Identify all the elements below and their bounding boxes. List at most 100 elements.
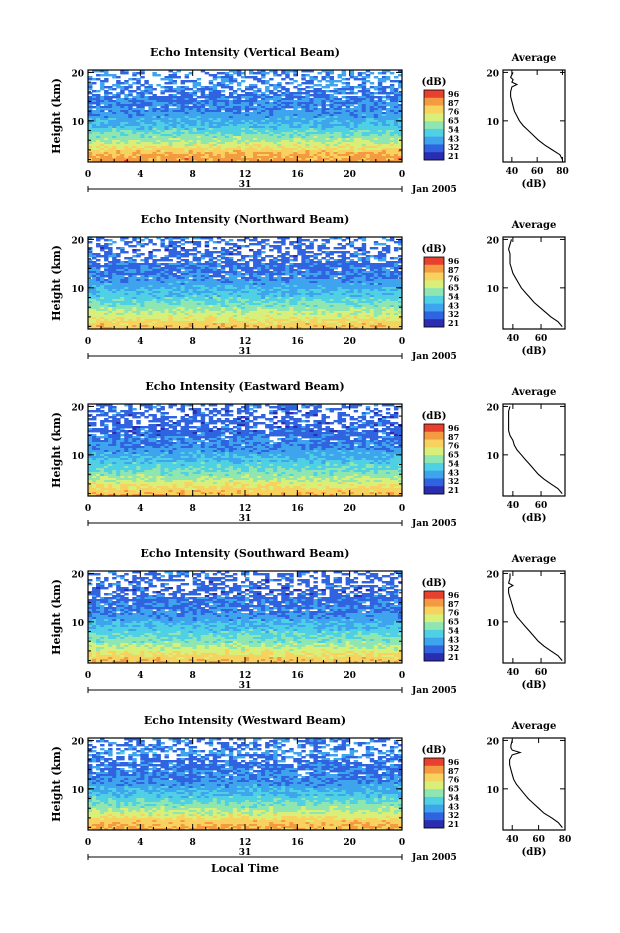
- heatmap-cell: [358, 78, 362, 80]
- heatmap-cell: [124, 88, 128, 90]
- heatmap-cell: [382, 243, 386, 245]
- heatmap-cell: [265, 243, 269, 245]
- heatmap-cell: [185, 241, 189, 243]
- heatmap-cell: [273, 88, 277, 90]
- heatmap-cell: [128, 241, 132, 243]
- heatmap-cell: [261, 259, 265, 261]
- heatmap-cell: [277, 241, 281, 243]
- heatmap-cell: [177, 245, 181, 247]
- heatmap-cell: [160, 92, 164, 94]
- heatmap-cell: [257, 243, 261, 245]
- heatmap-cell: [370, 82, 374, 84]
- y-tick-label: 10: [71, 118, 84, 128]
- heatmap-cell: [277, 251, 281, 253]
- heatmap-cell: [132, 74, 136, 76]
- heatmap-cell: [358, 253, 362, 255]
- heatmap-cell: [132, 82, 136, 84]
- heatmap-cell: [386, 104, 390, 106]
- heatmap-cell: [350, 255, 354, 257]
- profile-x-tick-label: 80: [556, 167, 569, 177]
- heatmap-cell: [124, 243, 128, 245]
- heatmap-cell: [217, 259, 221, 261]
- heatmap-cell: [245, 273, 249, 275]
- heatmap-cell: [88, 275, 92, 277]
- heatmap-cell: [132, 251, 136, 253]
- x-tick-label: 8: [190, 170, 196, 180]
- heatmap-cell: [269, 92, 273, 94]
- heatmap-cell: [338, 243, 342, 245]
- heatmap-cell: [362, 72, 366, 74]
- heatmap-cell: [293, 259, 297, 261]
- x-tick-label: 4: [137, 170, 143, 180]
- colorbar-tick-label: 21: [448, 151, 459, 161]
- heatmap-cell: [293, 86, 297, 88]
- heatmap-cell: [370, 72, 374, 74]
- heatmap-cell: [386, 251, 390, 253]
- heatmap-cell: [354, 102, 358, 104]
- heatmap-cell: [181, 255, 185, 257]
- heatmap-cell: [269, 255, 273, 257]
- heatmap-cell: [301, 82, 305, 84]
- heatmap-cell: [108, 92, 112, 94]
- heatmap-cell: [225, 273, 229, 275]
- heatmap-cell: [342, 92, 346, 94]
- heatmap-cell: [213, 247, 217, 249]
- y-tick-label: 20: [71, 69, 84, 79]
- heatmap-cell: [225, 86, 229, 88]
- heatmap-cell: [213, 257, 217, 259]
- heatmap-cell: [120, 251, 124, 253]
- heatmap-cell: [100, 255, 104, 257]
- heatmap-cell: [374, 92, 378, 94]
- heatmap-cell: [241, 76, 245, 78]
- heatmap-cell: [338, 251, 342, 253]
- heatmap-cell: [233, 249, 237, 251]
- heatmap-cell: [112, 76, 116, 78]
- heatmap-cell: [92, 90, 96, 92]
- heatmap-cell: [261, 76, 265, 78]
- panel-title: Echo Intensity (Northward Beam): [141, 213, 350, 226]
- heatmap-cell: [326, 76, 330, 78]
- heatmap-cell: [374, 257, 378, 259]
- heatmap-cell: [309, 247, 313, 249]
- heatmap-cell: [257, 80, 261, 82]
- heatmap-cell: [241, 259, 245, 261]
- heatmap-cell: [346, 88, 350, 90]
- heatmap-cell: [189, 275, 193, 277]
- heatmap-cell: [164, 259, 168, 261]
- heatmap-cell: [104, 74, 108, 76]
- heatmap-cell: [237, 239, 241, 241]
- heatmap-cell: [225, 80, 229, 82]
- heatmap-cell: [128, 94, 132, 96]
- heatmap-cell: [132, 78, 136, 80]
- heatmap-cell: [177, 271, 181, 273]
- heatmap-cell: [181, 259, 185, 261]
- heatmap-cell: [305, 74, 309, 76]
- heatmap-cell: [297, 253, 301, 255]
- heatmap-cell: [297, 273, 301, 275]
- heatmap-cell: [164, 82, 168, 84]
- heatmap-cell: [116, 86, 120, 88]
- heatmap-cell: [185, 80, 189, 82]
- heatmap-cell: [205, 104, 209, 106]
- heatmap-cell: [386, 86, 390, 88]
- heatmap-cell: [156, 84, 160, 86]
- heatmap-cell: [120, 72, 124, 74]
- heatmap-cell: [366, 76, 370, 78]
- heatmap-cell: [136, 249, 140, 251]
- heatmap-cell: [253, 239, 257, 241]
- heatmap-cell: [88, 88, 92, 90]
- heatmap-cell: [338, 265, 342, 267]
- heatmap-cell: [136, 82, 140, 84]
- heatmap-cell: [305, 251, 309, 253]
- heatmap-cell: [249, 249, 253, 251]
- heatmap-cell: [221, 86, 225, 88]
- x-tick-label: 16: [291, 170, 304, 180]
- heatmap-cell: [334, 275, 338, 277]
- heatmap-cell: [189, 88, 193, 90]
- heatmap-cell: [354, 78, 358, 80]
- heatmap-cell: [350, 245, 354, 247]
- heatmap-cell: [132, 90, 136, 92]
- heatmap-cell: [233, 253, 237, 255]
- heatmap-cell: [160, 263, 164, 265]
- heatmap-cell: [205, 255, 209, 257]
